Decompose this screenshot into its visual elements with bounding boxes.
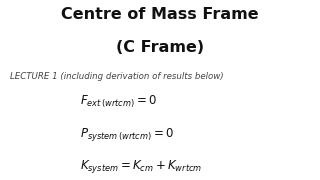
Text: Centre of Mass Frame: Centre of Mass Frame — [61, 7, 259, 22]
Text: $K_{system} = K_{cm} + K_{wrtcm}$: $K_{system} = K_{cm} + K_{wrtcm}$ — [80, 158, 202, 175]
Text: (C Frame): (C Frame) — [116, 40, 204, 55]
Text: $F_{ext\,(wrtcm)} = 0$: $F_{ext\,(wrtcm)} = 0$ — [80, 94, 157, 110]
Text: $P_{system\,(wrtcm)} = 0$: $P_{system\,(wrtcm)} = 0$ — [80, 126, 174, 143]
Text: LECTURE 1 (including derivation of results below): LECTURE 1 (including derivation of resul… — [10, 72, 223, 81]
